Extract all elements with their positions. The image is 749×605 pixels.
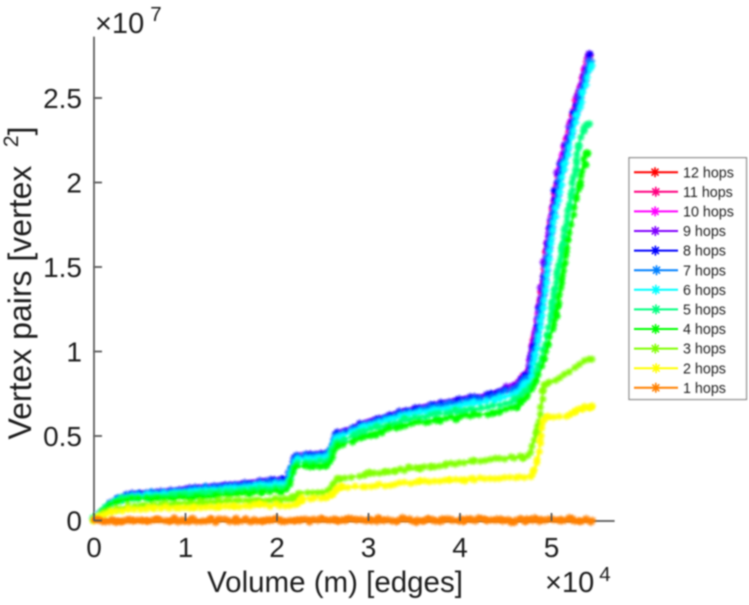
svg-text:3 hops: 3 hops — [683, 342, 726, 358]
svg-text:4 hops: 4 hops — [683, 322, 726, 338]
svg-text:12 hops: 12 hops — [683, 165, 734, 181]
svg-text:2 hops: 2 hops — [683, 361, 726, 377]
svg-text:0: 0 — [66, 506, 82, 537]
svg-text:5: 5 — [544, 532, 560, 563]
svg-text:4: 4 — [452, 532, 468, 563]
svg-text:11 hops: 11 hops — [683, 185, 733, 201]
svg-text:0: 0 — [86, 532, 102, 563]
svg-text:1: 1 — [178, 532, 194, 563]
svg-text:3: 3 — [361, 532, 377, 563]
svg-text:9 hops: 9 hops — [683, 224, 726, 240]
svg-text:1.5: 1.5 — [43, 252, 82, 283]
svg-text:10 hops: 10 hops — [683, 205, 734, 221]
svg-text:0.5: 0.5 — [43, 421, 82, 452]
svg-text:2: 2 — [269, 532, 285, 563]
svg-text:8 hops: 8 hops — [683, 244, 726, 260]
svg-text:2.5: 2.5 — [43, 83, 82, 114]
svg-text:7 hops: 7 hops — [683, 263, 726, 279]
svg-text:Volume (m) [edges]: Volume (m) [edges] — [207, 566, 463, 599]
svg-text:2: 2 — [66, 168, 82, 199]
svg-text:5 hops: 5 hops — [683, 303, 726, 319]
svg-text:1 hops: 1 hops — [683, 381, 726, 397]
svg-text:1: 1 — [66, 337, 82, 368]
svg-text:Vertex pairs [vertex 2]: Vertex pairs [vertex 2] — [0, 127, 38, 440]
svg-text:6 hops: 6 hops — [683, 283, 726, 299]
